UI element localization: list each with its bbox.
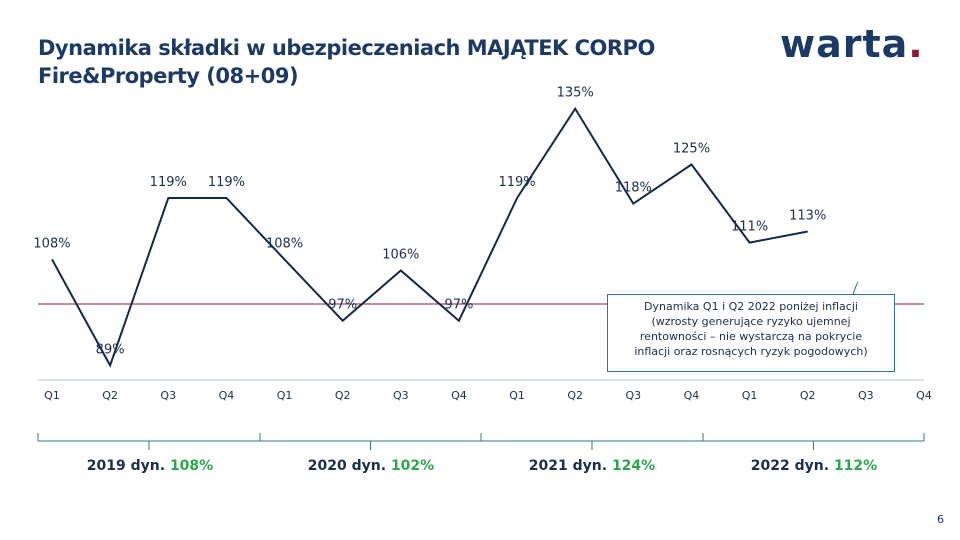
year-summary-label: 2021 dyn.: [528, 458, 608, 474]
x-tick-label: Q2: [800, 389, 816, 402]
title-line-2: Fire&Property (08+09): [38, 64, 299, 88]
data-label: 97%: [444, 298, 473, 313]
title-line-1: Dynamika składki w ubezpieczeniach MAJĄT…: [38, 36, 655, 60]
data-label: 108%: [33, 236, 70, 251]
year-summary-label: 2022 dyn.: [750, 458, 830, 474]
x-tick-label: Q1: [742, 389, 758, 402]
year-summary-2021: 2021 dyn. 124%: [492, 458, 692, 474]
x-tick-label: Q2: [335, 389, 351, 402]
data-label: 119%: [208, 175, 245, 190]
data-label: 113%: [789, 208, 826, 223]
x-tick-label: Q3: [160, 389, 176, 402]
data-label: 119%: [150, 175, 187, 190]
x-tick-label: Q3: [858, 389, 874, 402]
data-label: 89%: [96, 342, 125, 357]
data-label: 125%: [673, 142, 710, 157]
year-summary-2020: 2020 dyn. 102%: [271, 458, 471, 474]
year-summary-pct: 102%: [390, 458, 435, 474]
year-summary-pct: 112%: [833, 458, 878, 474]
year-summary-2022: 2022 dyn. 112%: [714, 458, 914, 474]
x-tick-label: Q3: [393, 389, 409, 402]
data-label: 106%: [382, 248, 419, 263]
logo-text: warta: [780, 22, 909, 66]
x-tick-label: Q1: [277, 389, 293, 402]
x-tick-label: Q4: [916, 389, 932, 402]
x-tick-label: Q2: [567, 389, 583, 402]
inflation-callout-box: Dynamika Q1 i Q2 2022 poniżej inflacji (…: [607, 294, 895, 372]
data-label: 111%: [731, 220, 768, 235]
year-summary-pct: 108%: [169, 458, 214, 474]
x-tick-label: Q1: [44, 389, 60, 402]
x-tick-label: Q4: [451, 389, 467, 402]
x-tick-label: Q4: [684, 389, 700, 402]
year-summary-label: 2020 dyn.: [307, 458, 387, 474]
data-label: 135%: [557, 86, 594, 101]
data-label: 119%: [498, 175, 535, 190]
page-number: 6: [937, 513, 944, 526]
series-line: [51, 106, 808, 368]
x-tick-label: Q2: [102, 389, 118, 402]
page-title: Dynamika składki w ubezpieczeniach MAJĄT…: [38, 34, 738, 90]
callout-line-3: rentowności – nie wystarczą na pokrycie: [639, 330, 863, 343]
data-label: 118%: [615, 181, 652, 196]
year-summary-label: 2019 dyn.: [86, 458, 166, 474]
callout-line-1: Dynamika Q1 i Q2 2022 poniżej inflacji: [644, 300, 858, 313]
x-tick-label: Q4: [219, 389, 235, 402]
year-summary-pct: 124%: [611, 458, 656, 474]
warta-logo: warta.: [780, 22, 924, 66]
year-summary-2019: 2019 dyn. 108%: [50, 458, 250, 474]
callout-line-2: (wzrosty generujące ryzyko ujemnej: [651, 315, 851, 328]
logo-dot: .: [908, 22, 924, 66]
data-label: 108%: [266, 236, 303, 251]
data-label: 97%: [328, 298, 357, 313]
callout-line-4: inflacji oraz rosnących ryzyk pogodowych…: [634, 345, 868, 358]
x-tick-label: Q1: [509, 389, 525, 402]
x-tick-label: Q3: [625, 389, 641, 402]
